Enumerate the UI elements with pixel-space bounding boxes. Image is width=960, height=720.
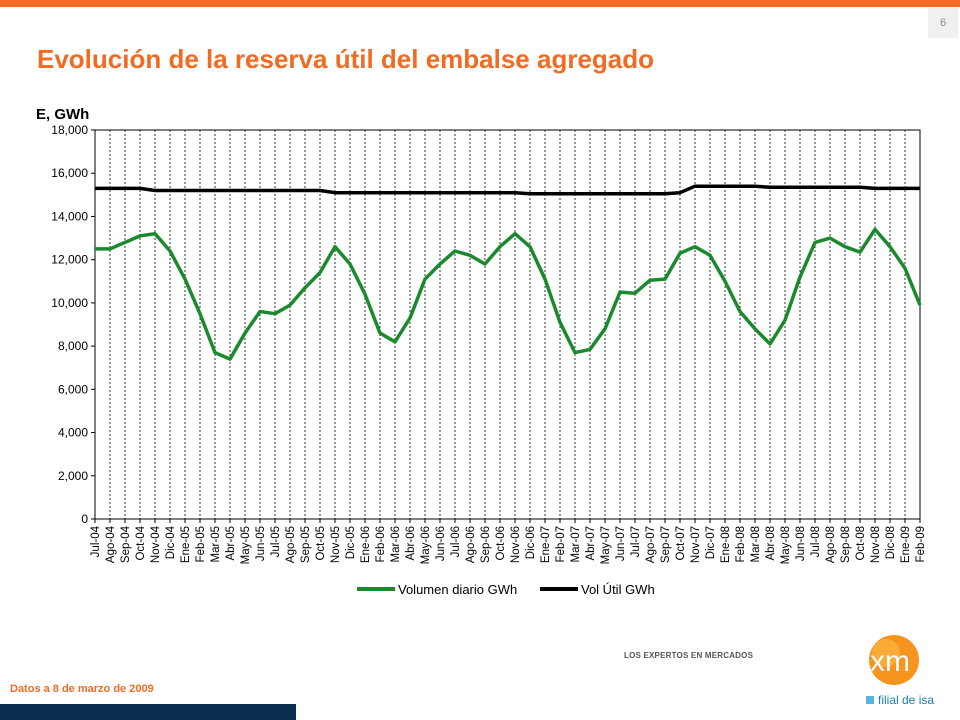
x-tick-label: Oct-05 [315, 526, 327, 561]
x-tick-label: Feb-09 [915, 526, 927, 562]
x-tick-label: Oct-04 [135, 525, 147, 560]
x-tick-label: Nov-04 [150, 525, 162, 563]
x-tick-label: Jul-08 [810, 526, 822, 557]
y-tick-label: 14,000 [51, 209, 88, 223]
chart-grid [94, 130, 921, 519]
y-tick-label: 6,000 [58, 382, 88, 396]
x-tick-label: Ene-08 [720, 526, 732, 563]
y-tick-label: 16,000 [51, 166, 88, 180]
x-tick-label: Ago-06 [465, 526, 477, 563]
x-tick-label: Ene-07 [540, 526, 552, 563]
x-tick-label: Ene-09 [900, 526, 912, 563]
top-accent-bar [0, 0, 960, 7]
y-axis-label: E, GWh [36, 106, 89, 123]
x-tick-label: Jun-07 [615, 526, 627, 561]
x-tick-label: Abr-08 [765, 526, 777, 561]
page-number: 6 [928, 8, 958, 38]
x-tick-label: Mar-06 [390, 526, 402, 562]
x-tick-label: Dic-06 [525, 526, 537, 559]
logo-mark-text: xm [870, 645, 910, 678]
chart-series [95, 184, 922, 361]
x-tick-label: Oct-06 [495, 526, 507, 561]
series-line-vol-til-gwh [95, 184, 920, 196]
y-tick-label: 10,000 [51, 296, 88, 310]
x-tick-label: Ago-04 [105, 525, 117, 563]
y-axis: 0 2,000 4,000 6,000 8,000 10,000 12,000 14,000 1… [51, 123, 95, 526]
filial-square-icon [866, 696, 874, 704]
x-tick-label: Jun-06 [435, 526, 447, 561]
plot-area-frame [94, 129, 921, 520]
y-tick-label: 8,000 [58, 339, 88, 353]
bottom-navy-bar [0, 704, 296, 720]
y-tick-label: 2,000 [58, 469, 88, 483]
x-tick-label: Abr-07 [585, 526, 597, 561]
x-tick-label: May-07 [600, 526, 612, 564]
chart-legend: Volumen diario GWh Vol Útil GWh [357, 582, 655, 597]
x-tick-label: Jul-05 [270, 526, 282, 557]
legend-label: Volumen diario GWh [398, 582, 517, 597]
x-tick-label: Nov-06 [510, 526, 522, 563]
x-tick-label: Dic-05 [345, 526, 357, 559]
x-tick-label: Ene-05 [180, 526, 192, 563]
logo-tagline: LOS EXPERTOS EN MERCADOS [624, 651, 754, 660]
x-tick-label: Sep-04 [120, 525, 132, 563]
x-axis: Jul-04 Ago-04 Sep-04 Oct-04 Nov-04 Dic-04 Ene-… [90, 519, 927, 564]
x-tick-label: Jul-04 [90, 525, 102, 557]
x-tick-label: Dic-04 [165, 525, 177, 559]
x-tick-label: May-05 [240, 526, 252, 564]
y-tick-label: 4,000 [58, 426, 88, 440]
x-tick-label: Abr-05 [225, 526, 237, 561]
xm-logo-icon: xm [869, 635, 919, 685]
legend-label: Vol Útil GWh [581, 582, 655, 597]
x-tick-label: Feb-06 [375, 526, 387, 562]
x-tick-label: Dic-07 [705, 526, 717, 559]
x-tick-label: Mar-08 [750, 526, 762, 562]
x-tick-label: Feb-08 [735, 526, 747, 562]
x-tick-label: Nov-05 [330, 526, 342, 563]
x-tick-label: Sep-07 [660, 526, 672, 563]
data-date-footnote: Datos a 8 de marzo de 2009 [10, 683, 154, 695]
x-tick-label: Dic-08 [885, 526, 897, 559]
x-tick-label: Mar-07 [570, 526, 582, 562]
series-line-volumen-diario-gwh [95, 227, 922, 361]
x-tick-label: Feb-05 [195, 526, 207, 562]
x-tick-label: Abr-06 [405, 526, 417, 561]
x-tick-label: Jul-07 [630, 526, 642, 557]
page-title: Evolución de la reserva útil del embalse… [37, 44, 655, 74]
x-tick-label: Nov-07 [690, 526, 702, 563]
x-tick-label: Ago-05 [285, 526, 297, 563]
x-tick-label: Sep-08 [840, 526, 852, 563]
x-tick-label: Nov-08 [870, 526, 882, 563]
x-tick-label: Sep-05 [300, 526, 312, 563]
x-tick-label: Oct-08 [855, 526, 867, 561]
y-tick-label: 0 [81, 512, 88, 526]
x-tick-label: Oct-07 [675, 526, 687, 561]
x-tick-label: Jun-08 [795, 526, 807, 561]
x-tick-label: Mar-05 [210, 526, 222, 562]
y-tick-label: 18,000 [51, 123, 88, 137]
x-tick-label: May-08 [780, 526, 792, 564]
x-tick-label: Ago-08 [825, 526, 837, 563]
x-tick-label: Ene-06 [360, 526, 372, 563]
y-tick-label: 12,000 [51, 253, 88, 267]
x-tick-label: Jul-06 [450, 526, 462, 557]
x-tick-label: May-06 [420, 526, 432, 564]
x-tick-label: Ago-07 [645, 526, 657, 563]
x-tick-label: Jun-05 [255, 526, 267, 561]
x-tick-label: Sep-06 [480, 526, 492, 563]
x-tick-label: Feb-07 [555, 526, 567, 562]
logo-subtitle: filial de isa [878, 693, 935, 707]
